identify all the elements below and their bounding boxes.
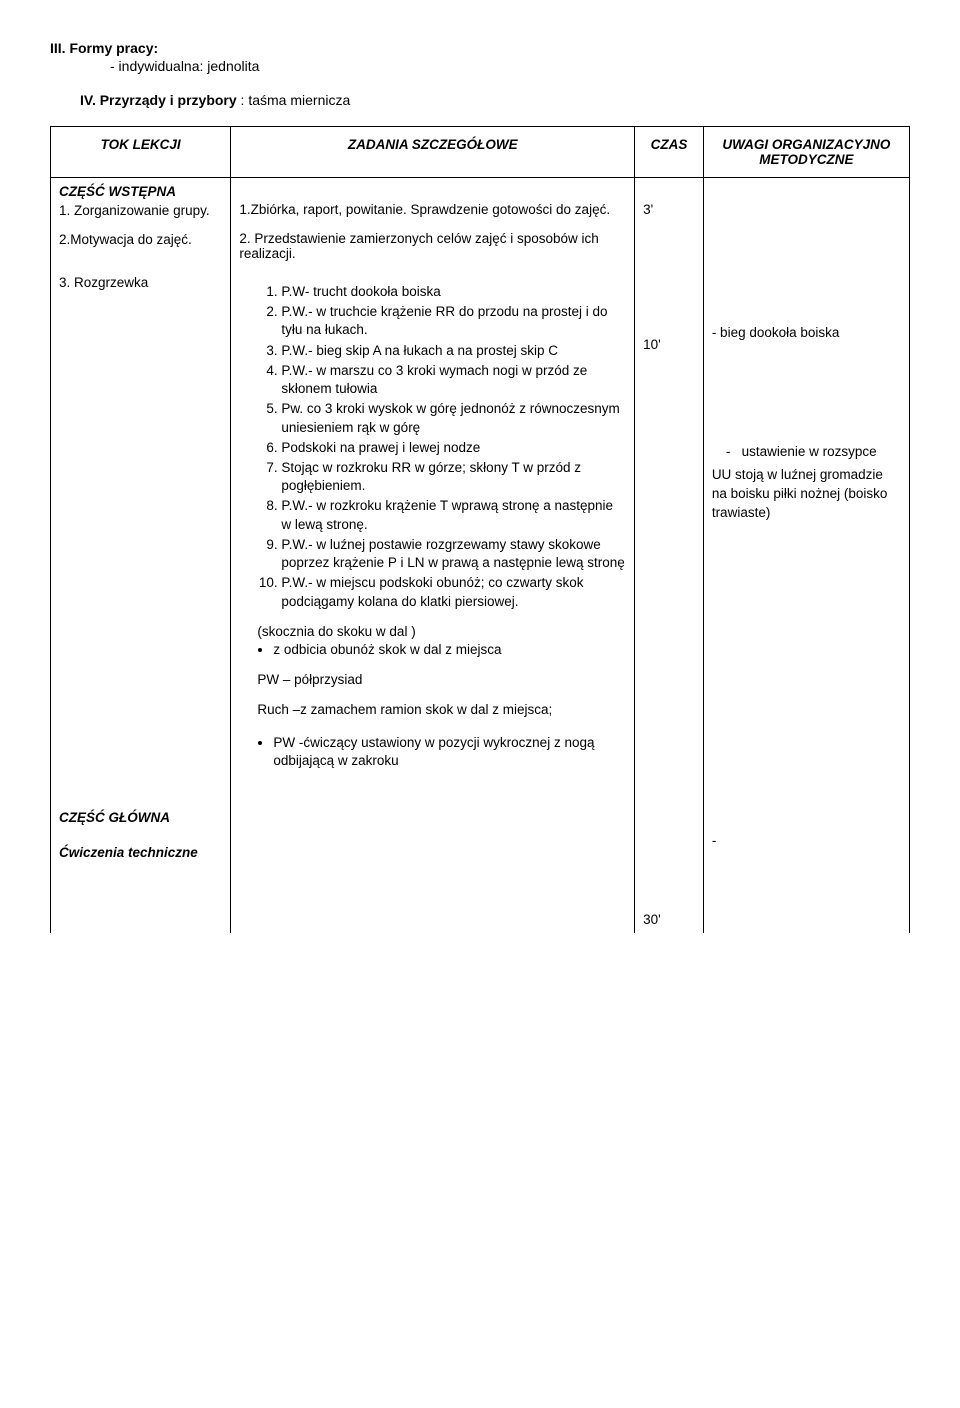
czas-1: 3'	[643, 202, 695, 217]
tok-p3: 3. Rozgrzewka	[59, 275, 222, 290]
warmup-item: P.W.- w rozkroku krążenie T wprawą stron…	[281, 497, 626, 533]
wstepna-title: CZĘŚĆ WSTĘPNA	[59, 184, 222, 199]
warmup-item: P.W.- w luźnej postawie rozgrzewamy staw…	[281, 536, 626, 572]
uwagi-2: - ustawienie w rozsypce	[712, 443, 901, 462]
uwagi-2-dash: -	[726, 444, 731, 459]
tok-p1: 1. Zorganizowanie grupy.	[59, 203, 222, 218]
czas-2: 10'	[643, 337, 695, 352]
warmup-item: P.W- trucht dookoła boiska	[281, 283, 626, 301]
pw-list2: PW -ćwiczący ustawiony w pozycji wykrocz…	[239, 734, 626, 770]
warmup-item: P.W.- w marszu co 3 kroki wymach nogi w …	[281, 362, 626, 398]
uwagi-3: UU stoją w luźnej gromadzie na boisku pi…	[712, 466, 901, 523]
section-4: IV. Przyrządy i przybory : taśma miernic…	[80, 92, 910, 108]
warmup-item: P.W.- bieg skip A na łukach a na prostej…	[281, 342, 626, 360]
section-4-bold: IV. Przyrządy i przybory	[80, 92, 237, 108]
tok-p2: 2.Motywacja do zajęć.	[59, 232, 222, 247]
table-header-row: TOK LEKCJI ZADANIA SZCZEGÓŁOWE CZAS UWAG…	[51, 127, 910, 178]
cwiczenia-label: Ćwiczenia techniczne	[59, 845, 222, 860]
cell-uwagi: - bieg dookoła boiska - ustawienie w roz…	[703, 178, 909, 934]
skocznia-intro: (skocznia do skoku w dal )	[257, 623, 626, 641]
zadania-2: 2. Przedstawienie zamierzonych celów zaj…	[239, 231, 626, 261]
header-uwagi: UWAGI ORGANIZACYJNO METODYCZNE	[703, 127, 909, 178]
table-row: CZĘŚĆ WSTĘPNA 1. Zorganizowanie grupy. 2…	[51, 178, 910, 934]
warmup-item: Stojąc w rozkroku RR w górze; skłony T w…	[281, 459, 626, 495]
section-3-sub: - indywidualna: jednolita	[110, 58, 910, 74]
uwagi-4: -	[712, 832, 901, 851]
czas-3: 30'	[643, 912, 695, 927]
skocznia-list: z odbicia obunóż skok w dal z miejsca	[239, 641, 626, 659]
section-3-title: III. Formy pracy:	[50, 40, 910, 56]
cell-zadania: 1.Zbiórka, raport, powitanie. Sprawdzeni…	[231, 178, 635, 934]
cell-czas: 3' 10' 30'	[635, 178, 704, 934]
uwagi-2-text: ustawienie w rozsypce	[742, 444, 877, 459]
warmup-item: Podskoki na prawej i lewej nodze	[281, 439, 626, 457]
warmup-item: P.W.- w miejscu podskoki obunóż; co czwa…	[281, 574, 626, 610]
warmup-item: P.W.- w truchcie krążenie RR do przodu n…	[281, 303, 626, 339]
section-4-rest: : taśma miernicza	[237, 92, 351, 108]
zadania-1: 1.Zbiórka, raport, powitanie. Sprawdzeni…	[239, 202, 626, 217]
warmup-item: Pw. co 3 kroki wyskok w górę jednonóż z …	[281, 400, 626, 436]
header-zadania: ZADANIA SZCZEGÓŁOWE	[231, 127, 635, 178]
uwagi-1: - bieg dookoła boiska	[712, 324, 901, 343]
cell-tok: CZĘŚĆ WSTĘPNA 1. Zorganizowanie grupy. 2…	[51, 178, 231, 934]
lesson-table: TOK LEKCJI ZADANIA SZCZEGÓŁOWE CZAS UWAG…	[50, 126, 910, 933]
ruch-line: Ruch –z zamachem ramion skok w dal z mie…	[257, 701, 626, 719]
header-tok: TOK LEKCJI	[51, 127, 231, 178]
pw-line: PW – półprzysiad	[257, 671, 626, 689]
warmup-list: P.W- trucht dookoła boiska P.W.- w truch…	[239, 283, 626, 611]
skocznia-item: z odbicia obunóż skok w dal z miejsca	[273, 641, 626, 659]
pw-item2: PW -ćwiczący ustawiony w pozycji wykrocz…	[273, 734, 626, 770]
glowna-title: CZĘŚĆ GŁÓWNA	[59, 810, 222, 825]
header-czas: CZAS	[635, 127, 704, 178]
